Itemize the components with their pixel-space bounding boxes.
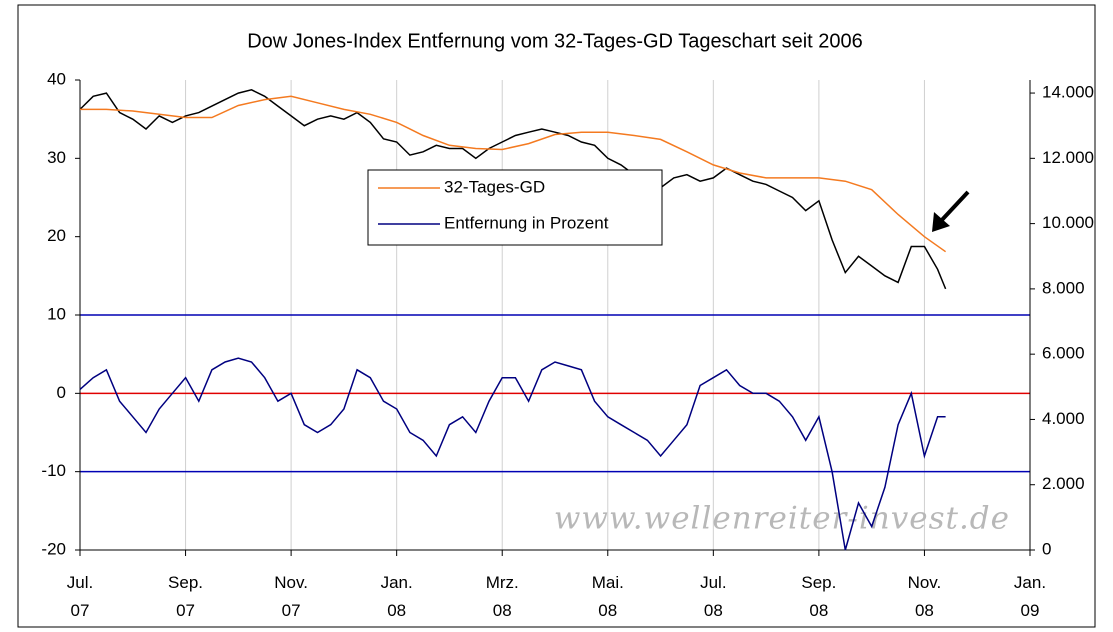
x-tick-label: Nov. 08 [907,573,942,620]
arrowhead [932,212,950,232]
y2-tick-label: 10.000 [1042,213,1094,232]
chart-title: Dow Jones-Index Entfernung vom 32-Tages-… [247,30,863,52]
x-tick-label: Sep. 07 [168,573,204,620]
x-tick-label: Mai. 08 [591,573,624,620]
y-tick-label: 20 [47,226,66,245]
y2-tick-label: 6.000 [1042,344,1085,363]
legend-label: Entfernung in Prozent [444,213,609,232]
legend-box [367,169,663,246]
y-tick-label: 30 [47,148,66,167]
watermark: www.wellenreiter-invest.de [554,501,1010,537]
x-tick-label: Jan. 09 [1013,573,1047,620]
series-line [79,357,946,551]
y-tick-label: -20 [41,539,66,558]
y2-tick-label: 2.000 [1042,474,1085,493]
x-tick-label: Jul. 07 [66,573,94,620]
arrow [938,190,970,224]
x-tick-label: Nov. 07 [274,573,308,620]
chart-border [17,4,1096,628]
y-tick-label: 10 [47,304,66,323]
series-line [79,89,947,290]
x-tick-label: Sep. 08 [801,573,837,620]
series-line [80,95,947,253]
y2-tick-label: 12.000 [1042,148,1094,167]
x-tick-label: Mrz. 08 [485,573,519,620]
x-tick-label: Jul. 08 [700,573,727,620]
legend-label: 32-Tages-GD [444,177,545,196]
y2-tick-label: 8.000 [1042,278,1085,297]
y2-tick-label: 14.000 [1042,83,1094,102]
y2-tick-label: 0 [1042,539,1051,558]
y-tick-label: -10 [41,461,66,480]
x-tick-label: Jan. 08 [380,573,413,620]
y2-tick-label: 4.000 [1042,409,1085,428]
y-tick-label: 0 [57,383,66,402]
y-tick-label: 40 [47,69,66,88]
